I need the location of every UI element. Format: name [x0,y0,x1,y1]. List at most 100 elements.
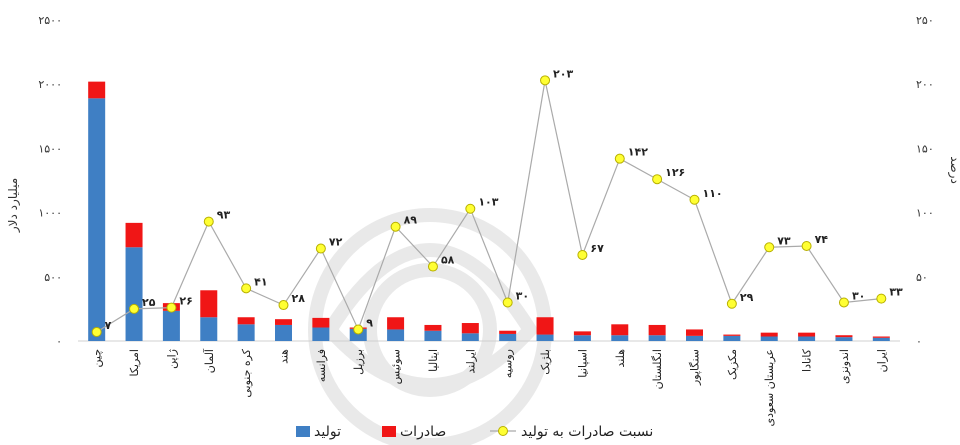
production-bar [760,336,778,341]
ratio-data-label: ۳۰ [852,289,865,302]
category-label: کره جنوبی [240,348,253,397]
production-bar [499,333,517,341]
category-label: بلژیک [539,349,552,375]
legend-production-swatch [296,426,310,437]
ratio-point [838,297,849,308]
production-bar [573,335,591,341]
category-label: سنگاپور [689,349,702,386]
ratio-point [577,249,588,260]
right-axis: ۰ ۵۰ ۱۰۰ ۱۵۰ ۲۰۰ ۲۵۰ [916,14,934,348]
export-bar [461,323,479,334]
ratio-data-label: ۱۲۶ [665,166,685,179]
category-label: آلمان [202,348,216,373]
ratio-line-series: ۷ ۲۵ ۲۶ ۹۳ ۴۱ ۲۸ ۷۲ ۹ ۸۹ ۵۸ ۱۰۳ ۳۰ ۲۰۳ ۶۷ ۱۴۲ ۱۲۶ ۱۱۰ ۲۹ ۷… [91,67,903,338]
legend-ratio-label: نسبت صادرات به تولید [521,424,653,440]
ratio-data-label: ۲۸ [292,292,306,305]
ratio-data-label: ۲۹ [740,291,754,304]
export-bar [835,335,853,338]
production-bar [387,329,405,341]
production-bar [125,247,143,341]
ratio-data-label: ۹ [366,316,373,329]
ratio-data-label: ۱۰۳ [478,196,498,209]
ratio-line [96,80,882,333]
export-bar [798,332,816,337]
legend-export-swatch [382,426,396,437]
left-axis-tick-label: ۲۵۰۰ [38,14,62,27]
export-bar [573,331,591,336]
ratio-data-label: ۴۱ [254,275,267,288]
export-bar [760,332,778,337]
ratio-data-label: ۲۵ [142,296,156,309]
ratio-data-label: ۶۷ [590,242,604,255]
ratio-point [166,302,177,313]
category-label: اسپانیا [576,349,589,378]
right-axis-tick-label: ۲۵۰ [916,14,934,27]
ratio-data-label: ۳۰ [516,289,529,302]
category-label: هند [278,349,291,364]
category-label: اندونزی [838,349,851,384]
ratio-point [801,240,812,251]
production-bar [461,333,479,341]
category-label: ژاپن [165,349,178,369]
ratio-data-label: ۸۹ [404,214,418,227]
production-bar [536,334,554,341]
export-bar [200,290,218,318]
ratio-point [726,298,737,309]
production-bar [275,324,292,341]
export-bar [499,330,517,334]
legend-ratio-marker [498,426,508,436]
left-axis: ۰ ۵۰۰ ۱۰۰۰ ۱۵۰۰ ۲۰۰۰ ۲۵۰۰ [38,14,62,348]
production-bar [200,317,218,341]
production-bar [312,327,330,341]
category-labels: چین امریکا ژاپن آلمان کره جنوبی هند فرانسه برزی… [91,348,889,426]
ratio-data-label: ۱۴۲ [628,146,648,159]
export-bar [686,329,703,336]
ratio-point [241,283,252,294]
ratio-point [689,194,700,205]
export-bar [275,319,292,325]
ratio-data-label: ۷۳ [777,234,791,247]
ratio-point [465,203,476,214]
category-label: انگلستان [651,349,664,389]
right-axis-tick-label: ۲۰۰ [916,78,934,91]
right-axis-tick-label: ۱۰۰ [916,207,934,220]
category-label: ایتالیا [427,349,440,372]
ratio-data-label: ۷ [105,319,112,332]
ratio-point [129,303,140,314]
left-axis-title: میلیارد دلار [6,178,21,233]
category-label: امریکا [128,349,141,377]
category-label: روسیه [502,349,515,378]
export-bar [424,324,442,331]
export-bar [312,317,330,328]
right-axis-tick-label: ۰ [916,335,922,348]
left-axis-tick-label: ۱۰۰۰ [38,207,62,220]
ratio-point [353,324,364,335]
legend: تولید صادرات نسبت صادرات به تولید [296,424,653,440]
production-bar [723,335,741,341]
category-label: ایران [875,349,888,372]
ratio-point [315,243,326,254]
ratio-point [91,327,102,338]
category-label: مکزیک [726,349,739,380]
right-axis-tick-label: ۵۰ [916,271,928,284]
production-bar [686,335,703,341]
ratio-data-label: ۳۳ [889,286,903,299]
right-axis-title: درصد [947,156,960,184]
left-axis-tick-label: ۵۰۰ [44,271,62,284]
category-label: چین [91,349,104,368]
production-bar [237,324,255,341]
category-label: کانادا [801,348,814,372]
ratio-point [427,261,438,272]
category-label: فرانسه [315,349,328,382]
ratio-data-label: ۱۱۰ [703,187,723,200]
export-bar [611,324,629,336]
export-bar [88,81,106,99]
left-axis-tick-label: ۱۵۰۰ [38,142,62,155]
ratio-point [876,293,887,304]
export-bar [723,334,741,336]
ratio-point [502,297,513,308]
category-label: هلند [614,349,627,368]
ratio-data-label: ۷۴ [815,233,829,246]
export-bar [387,317,405,330]
